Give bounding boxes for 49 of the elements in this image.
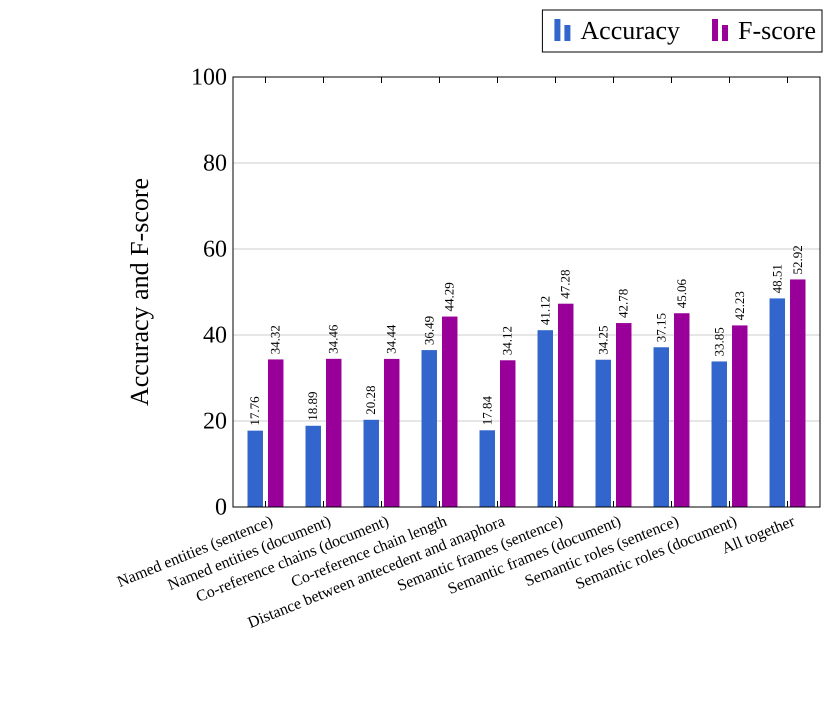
data-label: 42.78 bbox=[616, 288, 631, 318]
bar bbox=[674, 313, 690, 507]
data-label: 44.29 bbox=[442, 282, 457, 312]
data-label: 45.06 bbox=[674, 278, 689, 308]
bar bbox=[384, 358, 400, 507]
data-label: 34.32 bbox=[268, 325, 283, 354]
bar bbox=[306, 426, 321, 507]
y-tick-label: 0 bbox=[215, 494, 227, 521]
bar bbox=[442, 316, 458, 507]
y-tick-label: 40 bbox=[203, 322, 227, 349]
data-label: 34.46 bbox=[326, 324, 341, 354]
bar bbox=[654, 347, 670, 507]
bar bbox=[732, 325, 748, 507]
bar bbox=[558, 304, 574, 507]
bar bbox=[500, 360, 516, 507]
data-label: 18.89 bbox=[305, 392, 320, 421]
data-label: 34.44 bbox=[384, 324, 399, 354]
y-axis-title: Accuracy and F-score bbox=[125, 178, 154, 406]
legend-label: Accuracy bbox=[580, 16, 680, 45]
bar bbox=[712, 361, 728, 507]
data-label: 42.23 bbox=[732, 291, 747, 320]
data-label: 52.92 bbox=[790, 245, 805, 274]
data-label: 17.76 bbox=[247, 396, 262, 426]
bar bbox=[616, 323, 632, 507]
data-label: 36.49 bbox=[421, 316, 436, 346]
data-label: 48.51 bbox=[769, 264, 784, 294]
bar bbox=[422, 350, 437, 507]
legend-label: F-score bbox=[738, 16, 816, 45]
data-label: 37.15 bbox=[653, 313, 668, 342]
bar bbox=[480, 430, 495, 507]
y-tick-label: 20 bbox=[203, 408, 227, 435]
data-label: 17.84 bbox=[479, 396, 494, 426]
bar bbox=[770, 298, 786, 507]
data-label: 33.85 bbox=[711, 327, 726, 356]
bar bbox=[364, 420, 379, 507]
data-label: 47.28 bbox=[558, 269, 573, 299]
data-label: 34.12 bbox=[500, 326, 515, 356]
data-label: 34.25 bbox=[595, 325, 610, 355]
bar bbox=[326, 358, 342, 507]
bar bbox=[596, 360, 612, 507]
bar bbox=[248, 430, 263, 507]
data-label: 20.28 bbox=[363, 386, 378, 415]
data-label: 41.12 bbox=[537, 296, 552, 326]
y-tick-label: 60 bbox=[203, 236, 227, 263]
bar bbox=[268, 359, 284, 507]
bar bbox=[538, 330, 553, 507]
y-tick-label: 80 bbox=[203, 150, 227, 177]
bar bbox=[790, 279, 806, 507]
y-tick-label: 100 bbox=[191, 64, 227, 91]
